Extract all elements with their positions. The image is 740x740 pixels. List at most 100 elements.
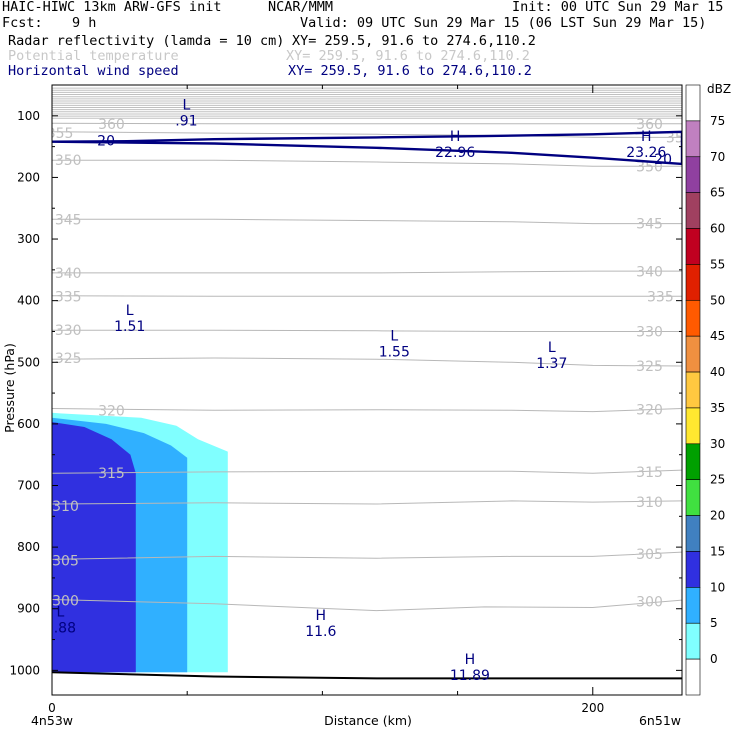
colorbar-swatch — [685, 515, 701, 552]
extremum-value: 1.55 — [379, 345, 410, 361]
colorbar-level-label: 75 — [710, 114, 725, 128]
colorbar-level-label: 70 — [710, 150, 725, 164]
colorbar-level-label: 40 — [710, 365, 725, 379]
theta-contour — [52, 131, 682, 138]
forecast-label: Fcst: — [2, 15, 43, 31]
colorbar-swatch — [685, 479, 701, 516]
theta-contour-label: 330 — [636, 324, 663, 340]
extremum-value: 1.37 — [536, 356, 567, 372]
colorbar-level-label: 35 — [710, 401, 725, 415]
forecast-hour: 9 h — [72, 15, 97, 31]
extremum-marker: L — [548, 340, 556, 356]
extremum-value: 23.26 — [626, 145, 666, 161]
colorbar-level-label: 65 — [710, 186, 725, 200]
wind-contour-label: 20 — [654, 152, 672, 168]
colorbar-swatch — [685, 228, 701, 265]
extremum-marker: L — [390, 329, 398, 345]
theta-contour-label: 310 — [636, 495, 663, 511]
theta-contour-label: 350 — [636, 159, 663, 175]
x-tick-label: 0 — [48, 701, 56, 715]
colorbar-level-label: 25 — [710, 473, 725, 487]
theta-contour-label: 335 — [647, 289, 674, 305]
colorbar-level-label: 10 — [710, 580, 725, 594]
theta-contour-label: 305 — [52, 554, 79, 570]
y-tick-label: 100 — [17, 109, 40, 123]
extremum-marker: H — [465, 652, 476, 668]
theta-contour-label: 355 — [666, 130, 693, 146]
extremum-value: 11.89 — [450, 668, 490, 684]
colorbar-unit: dBZ — [707, 82, 731, 96]
x-left-endpoint: 4n53w — [31, 713, 73, 728]
extremum-value: 1.51 — [114, 319, 145, 335]
theta-contour — [52, 469, 682, 474]
model-title: HAIC-HIWC 13km ARW-GFS init — [2, 0, 222, 15]
colorbar-level-label: 5 — [710, 616, 718, 630]
theta-contour — [52, 500, 682, 505]
theta-contour-label: 360 — [98, 117, 125, 133]
colorbar-level-label: 55 — [710, 257, 725, 271]
extremum-marker: H — [316, 608, 327, 624]
colorbar-level-label: 50 — [710, 293, 725, 307]
colorbar-swatch — [685, 264, 701, 301]
field-reflectivity-xy: XY= 259.5, 91.6 to 274.6,110.2 — [292, 33, 536, 49]
colorbar-swatch — [685, 551, 701, 588]
colorbar-swatch — [685, 84, 701, 122]
theta-contour-label: 350 — [55, 153, 82, 169]
theta-contour — [52, 218, 682, 225]
theta-contour-label: 315 — [98, 466, 125, 482]
theta-contour-label: 340 — [636, 265, 663, 281]
theta-contour-label: 300 — [636, 594, 663, 610]
theta-contour — [52, 122, 682, 125]
colorbar-swatch — [685, 587, 701, 624]
extremum-marker: H — [641, 129, 652, 145]
theta-contour-label: 315 — [636, 465, 663, 481]
plot-frame — [51, 84, 683, 696]
wind-contour-label: 20 — [97, 133, 115, 149]
colorbar-level-label: 15 — [710, 544, 725, 558]
surface-line — [52, 671, 682, 680]
valid-time: Valid: 09 UTC Sun 29 Mar 15 (06 LST Sun … — [300, 15, 707, 31]
y-tick-label: 1000 — [9, 663, 40, 677]
theta-contour — [52, 295, 682, 297]
theta-contour-label: 320 — [636, 403, 663, 419]
colorbar-swatch — [685, 371, 701, 409]
theta-contour-label: 325 — [636, 359, 663, 375]
theta-contour — [52, 159, 682, 167]
colorbar-swatch — [685, 407, 701, 445]
y-tick-label: 200 — [17, 170, 40, 184]
colorbar-swatch — [685, 443, 701, 481]
theta-contour — [52, 357, 682, 367]
x-axis-label: Distance (km) — [324, 713, 412, 728]
theta-contour — [52, 551, 682, 560]
y-tick-label: 800 — [17, 540, 40, 554]
theta-contour-label: 345 — [55, 212, 82, 228]
colorbar-swatch — [685, 156, 701, 193]
colorbar-swatch — [685, 299, 701, 337]
field-theta-xy: XY= 259.5, 91.6 to 274.6,110.2 — [286, 48, 530, 64]
colorbar-level-label: 60 — [710, 222, 725, 236]
field-reflectivity-name: Radar reflectivity (lamda = 10 cm) — [8, 33, 285, 49]
colorbar-swatch — [685, 120, 701, 158]
reflectivity-fill — [52, 422, 136, 673]
colorbar-level-label: 30 — [710, 437, 725, 451]
field-wind-xy: XY= 259.5, 91.6 to 274.6,110.2 — [288, 63, 532, 79]
field-wind-name: Horizontal wind speed — [8, 63, 179, 79]
y-tick-label: 600 — [17, 417, 40, 431]
theta-contour-label: 335 — [55, 289, 82, 305]
y-tick-label: 300 — [17, 232, 40, 246]
institution-label: NCAR/MMM — [268, 0, 334, 15]
theta-contour-label: 330 — [55, 323, 82, 339]
y-tick-label: 900 — [17, 602, 40, 616]
theta-contour — [52, 329, 682, 332]
extremum-value: 1.88 — [45, 621, 76, 637]
extremum-marker: L — [126, 303, 134, 319]
y-axis-label: Pressure (hPa) — [2, 343, 17, 433]
colorbar-swatch — [685, 192, 701, 229]
theta-contour-label: 305 — [636, 547, 663, 563]
colorbar-level-label: 45 — [710, 329, 725, 343]
colorbar-swatch — [685, 622, 701, 660]
colorbar-swatch — [685, 658, 701, 696]
extremum-value: .91 — [175, 114, 197, 130]
colorbar-level-label: 20 — [710, 509, 725, 523]
